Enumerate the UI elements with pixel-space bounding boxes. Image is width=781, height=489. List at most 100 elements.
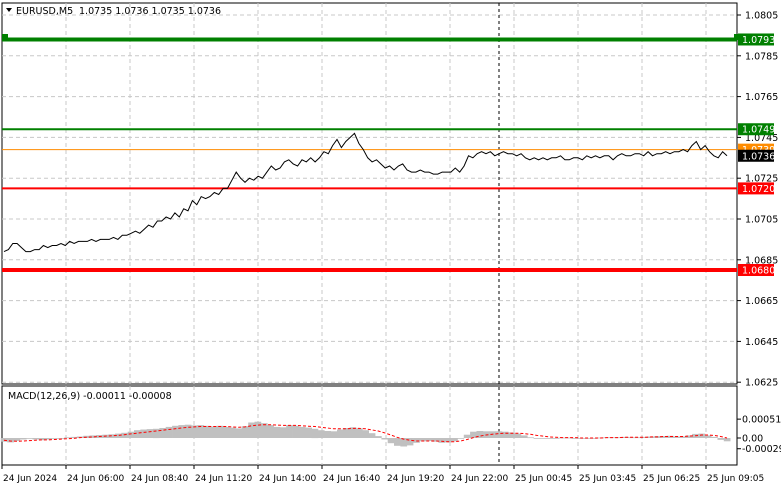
macd-histogram-bar [197, 425, 205, 438]
macd-histogram-bar [343, 428, 350, 438]
macd-histogram-bar [717, 438, 725, 440]
macd-histogram-bar [673, 436, 680, 438]
macd-histogram-bar [394, 438, 401, 446]
level-price-tag [738, 264, 774, 276]
macd-histogram-bar [495, 431, 503, 438]
macd-histogram-bar [51, 438, 59, 439]
macd-histogram-bar [539, 438, 547, 439]
time-tick-label: 25 Jun 06:25 [643, 474, 700, 484]
macd-histogram-bar [590, 438, 598, 439]
macd-histogram-bar [406, 438, 414, 446]
macd-histogram-bar [362, 430, 369, 438]
price-series-line [3, 132, 728, 253]
macd-histogram-bar [279, 427, 287, 438]
macd-histogram-bar [140, 429, 148, 438]
macd-histogram-bar [178, 425, 186, 438]
macd-histogram-bar [7, 438, 14, 443]
price-tick-label: 1.0665 [745, 296, 778, 307]
macd-histogram-bar [330, 431, 338, 438]
macd-histogram-bar [698, 433, 706, 438]
macd-histogram-bar [368, 433, 376, 438]
macd-histogram-bar [413, 438, 420, 443]
current-price-tag [738, 149, 774, 162]
macd-histogram-bar [191, 425, 198, 438]
price-tick-label: 1.0685 [745, 255, 778, 266]
macd-histogram-bar [26, 438, 33, 439]
time-tick-label: 25 Jun 00:45 [515, 474, 572, 484]
macd-histogram-bar [267, 425, 274, 438]
macd-histogram-bar [222, 426, 230, 438]
price-grid [2, 3, 737, 384]
symbol-label[interactable]: EURUSD,M5 [16, 6, 73, 17]
macd-histogram-bar [153, 428, 160, 439]
time-tick-label: 24 Jun 2024 [3, 474, 57, 484]
macd-histogram-bar [375, 436, 382, 438]
macd-histogram-bar [235, 428, 243, 438]
macd-histogram-bar [685, 435, 693, 438]
macd-histogram-bar [57, 438, 65, 439]
price-axis: 1.0805 1.0785 1.0765 1.0745 1.0725 1.0705 1.06… [737, 11, 778, 389]
macd-histogram-bar [248, 422, 255, 438]
time-tick-label: 24 Jun 08:40 [131, 474, 188, 484]
macd-histogram-bar [444, 438, 452, 443]
macd-histogram-bar [229, 427, 236, 438]
level-price-label: 1.0720 [742, 184, 775, 195]
price-tick-label: 1.0765 [745, 92, 778, 103]
macd-histogram-bar [463, 434, 471, 438]
macd-histogram-bar [381, 438, 389, 440]
time-tick-label: 25 Jun 09:05 [707, 474, 764, 484]
macd-signal-line [3, 424, 728, 443]
time-tick-label: 24 Jun 14:00 [259, 474, 316, 484]
macd-histogram-bar [679, 436, 687, 438]
macd-histogram-bar [501, 431, 509, 438]
macd-histogram-bar [241, 426, 249, 438]
macd-histogram-bar [476, 431, 484, 438]
macd-histogram-bar [115, 433, 122, 438]
macd-histogram-bar [425, 438, 433, 441]
macd-histogram-bar [210, 426, 217, 438]
macd-histogram-bar [260, 423, 268, 438]
macd-histogram-bar [565, 437, 572, 439]
symbol-dropdown-icon[interactable] [6, 8, 12, 12]
macd-histogram-bar [254, 421, 262, 438]
macd-histogram-bar [514, 433, 522, 438]
macd-histogram-bar [432, 438, 439, 442]
macd-histogram-bar [641, 436, 649, 438]
price-tick-label: 1.0625 [745, 378, 778, 389]
macd-histogram-bar [324, 431, 331, 438]
macd-histogram-bar [520, 435, 528, 438]
macd-histogram-bar [203, 425, 211, 438]
current-price-label: 1.0736 [742, 151, 775, 162]
macd-histogram-bar [159, 428, 167, 438]
macd-histogram-bar [19, 438, 27, 440]
macd-histogram-bar [337, 429, 344, 438]
level-price-label: 1.0793 [742, 35, 775, 46]
macd-histogram-bar [527, 437, 534, 439]
macd-tick-label: 0.00051 [742, 415, 781, 426]
level-1-right-handle[interactable] [734, 34, 740, 40]
price-tick-label: 1.0645 [745, 337, 778, 348]
macd-histogram-bar [451, 438, 458, 442]
macd-histogram-bar [546, 438, 553, 439]
macd-histogram-bar [146, 429, 154, 438]
macd-histogram-bar [635, 437, 642, 439]
macd-histogram-bar [660, 436, 668, 438]
macd-histogram-bar [121, 432, 128, 438]
level-1-left-handle[interactable] [2, 34, 8, 40]
time-tick-label: 24 Jun 06:00 [67, 474, 124, 484]
macd-label: MACD(12,26,9) -0.00011 -0.00008 [8, 391, 172, 402]
time-tick-label: 24 Jun 11:20 [195, 474, 252, 484]
price-tick-label: 1.0785 [745, 51, 778, 62]
macd-histogram-bar [457, 438, 465, 439]
macd-histogram-bar [349, 427, 357, 438]
macd-histogram-bar [13, 438, 21, 441]
macd-histogram-bar [298, 426, 306, 438]
macd-histogram-bar [64, 437, 71, 439]
macd-grid [65, 386, 707, 465]
level-price-tag [738, 182, 774, 195]
macd-tick-label: 0.00 [742, 434, 763, 445]
macd-histogram-bar [286, 425, 293, 438]
macd-histogram-bar [38, 438, 46, 441]
macd-histogram-bar [45, 438, 52, 440]
